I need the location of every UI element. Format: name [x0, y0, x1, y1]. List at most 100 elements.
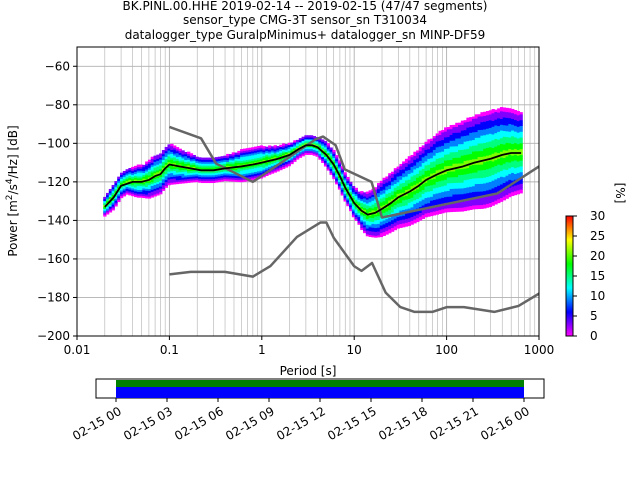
psd-cell	[161, 150, 166, 153]
psd-cell	[444, 135, 448, 138]
psd-cell	[474, 183, 479, 187]
psd-cell	[385, 180, 389, 183]
psd-cell	[147, 165, 152, 168]
psd-cell	[430, 177, 434, 180]
psd-cell	[480, 158, 484, 161]
psd-cell	[399, 177, 403, 180]
psd-cell	[446, 184, 451, 188]
psd-cell	[228, 157, 233, 161]
psd-cell	[402, 223, 406, 226]
psd-cell	[491, 180, 495, 183]
psd-cell	[404, 164, 409, 167]
psd-cell	[469, 167, 473, 170]
psd-cell	[483, 144, 487, 147]
psd-cell	[234, 152, 238, 155]
psd-cell	[164, 170, 168, 173]
psd-cell	[488, 177, 493, 181]
psd-cell	[279, 152, 283, 155]
psd-cell	[131, 182, 135, 185]
psd-cell	[474, 204, 479, 208]
psd-cell	[444, 165, 448, 169]
psd-cell	[471, 178, 476, 181]
psd-cell	[449, 138, 453, 141]
psd-cell	[511, 108, 515, 112]
psd-cell	[452, 172, 456, 176]
psd-cell	[513, 117, 518, 121]
psd-cell	[438, 211, 442, 215]
psd-cell	[402, 196, 406, 199]
psd-cell	[136, 176, 141, 179]
psd-cell	[483, 156, 487, 159]
psd-cell	[209, 163, 213, 166]
psd-cell	[312, 153, 317, 156]
psd-cell	[136, 168, 141, 171]
psd-cell	[424, 203, 428, 206]
psd-cell	[337, 169, 342, 173]
psd-cell	[335, 180, 339, 183]
psd-cell	[413, 211, 417, 214]
psd-cell	[256, 151, 261, 155]
psd-cell	[410, 181, 414, 185]
psd-cell	[511, 130, 515, 133]
psd-cell	[497, 112, 501, 115]
psd-cell	[407, 181, 412, 184]
psd-cell	[326, 160, 331, 163]
psd-cell	[469, 153, 473, 157]
psd-cell	[441, 189, 445, 193]
psd-cell	[242, 150, 247, 153]
psd-cell	[427, 210, 431, 213]
psd-cell	[455, 132, 459, 135]
psd-cell	[485, 186, 490, 189]
psd-cell	[444, 163, 448, 167]
psd-cell	[379, 227, 384, 230]
psd-cell	[458, 178, 462, 181]
psd-cell	[499, 184, 504, 187]
psd-cell	[432, 180, 437, 183]
psd-cell	[175, 147, 180, 150]
psd-cell	[446, 175, 451, 178]
psd-cell	[460, 143, 465, 147]
psd-cell	[505, 111, 509, 115]
psd-cell	[519, 114, 523, 117]
psd-cell	[508, 189, 512, 192]
psd-cell	[245, 171, 249, 174]
psd-cell	[184, 159, 188, 163]
psd-cell	[385, 195, 389, 199]
psd-cell	[377, 217, 381, 221]
psd-cell	[477, 154, 481, 158]
psd-cell	[268, 172, 272, 175]
psd-cell	[128, 191, 132, 194]
psd-cell	[446, 171, 451, 174]
psd-cell	[379, 188, 384, 191]
psd-cell	[508, 125, 512, 128]
psd-cell	[167, 159, 171, 163]
psd-cell	[212, 180, 216, 183]
psd-cell	[469, 144, 473, 147]
psd-cell	[474, 164, 479, 167]
psd-cell	[511, 193, 515, 197]
psd-cell	[485, 120, 490, 123]
psd-cell	[505, 156, 509, 159]
psd-cell	[326, 143, 331, 146]
psd-cell	[390, 202, 395, 205]
psd-cell	[491, 186, 495, 189]
psd-cell	[421, 162, 426, 166]
psd-cell	[343, 197, 347, 200]
psd-cell	[477, 120, 481, 123]
psd-cell	[460, 209, 465, 212]
psd-cell	[432, 166, 437, 170]
psd-cell	[502, 146, 507, 149]
psd-cell	[424, 209, 428, 212]
psd-cell	[287, 162, 291, 165]
psd-cell	[513, 158, 518, 161]
psd-cell	[184, 161, 188, 164]
psd-cell	[189, 162, 194, 166]
psd-cell	[413, 184, 417, 187]
psd-cell	[485, 136, 490, 139]
psd-cell	[200, 173, 205, 176]
psd-cell	[513, 133, 518, 136]
psd-cell	[516, 122, 520, 125]
psd-cell	[483, 121, 487, 124]
psd-cell	[427, 156, 431, 159]
psd-cell	[474, 154, 479, 158]
